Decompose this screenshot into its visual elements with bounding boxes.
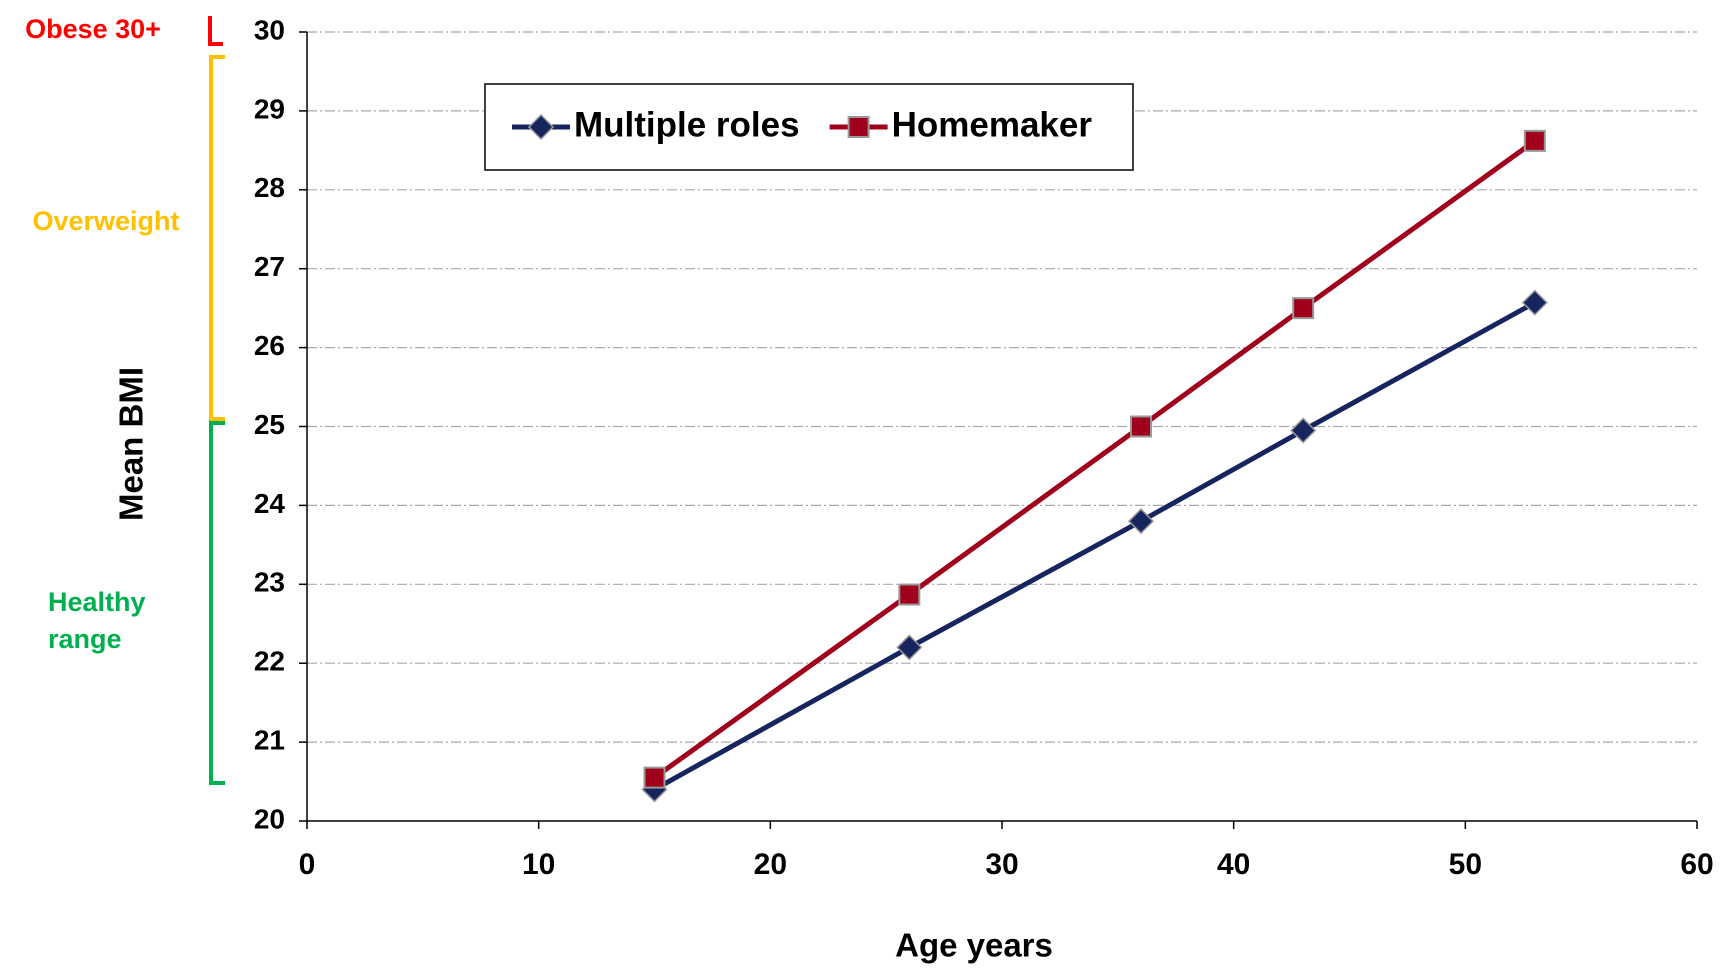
x-tick-label: 0 (299, 848, 316, 881)
x-tick-label: 50 (1449, 848, 1482, 881)
y-tick-label: 21 (254, 724, 285, 755)
marker (1292, 297, 1315, 320)
y-tick-label: 23 (254, 567, 285, 598)
y-tick-label: 30 (254, 14, 285, 45)
x-tick-label: 60 (1680, 848, 1713, 881)
marker (1523, 129, 1546, 152)
overweight-label: Overweight (32, 206, 179, 236)
x-tick-label: 30 (985, 848, 1018, 881)
marker (1521, 289, 1548, 316)
overweight-bracket (209, 55, 225, 421)
y-axis-title: Mean BMI (113, 367, 150, 521)
x-tick-label: 10 (522, 848, 555, 881)
y-tick-label: 24 (254, 488, 286, 519)
legend-marker (527, 113, 555, 141)
legend-marker (847, 116, 870, 138)
y-tick-label: 27 (254, 251, 285, 282)
y-tick-label: 25 (254, 409, 285, 440)
healthy-bracket (209, 421, 225, 785)
x-axis-title: Age years (895, 927, 1053, 964)
marker (643, 766, 666, 789)
legend-label: Homemaker (892, 105, 1093, 144)
x-tick-label: 20 (754, 848, 787, 881)
y-tick-label: 20 (254, 803, 285, 834)
marker (898, 583, 921, 606)
marker (1290, 417, 1317, 444)
series-line (653, 300, 1537, 792)
legend-box (484, 83, 1134, 171)
y-tick-label: 29 (254, 93, 285, 124)
x-tick-label: 40 (1217, 848, 1250, 881)
healthy-label: range (48, 624, 122, 654)
marker (896, 634, 923, 661)
y-tick-label: 22 (254, 646, 285, 677)
y-tick-label: 26 (254, 330, 285, 361)
legend-label: Multiple roles (574, 105, 800, 144)
marker (1130, 415, 1152, 438)
marker (1127, 508, 1155, 535)
y-tick-label: 28 (254, 172, 285, 203)
series-line (653, 138, 1537, 780)
obese-label: Obese 30+ (25, 14, 161, 44)
healthy-label: Healthy (48, 587, 146, 617)
obese-bracket (208, 16, 223, 46)
